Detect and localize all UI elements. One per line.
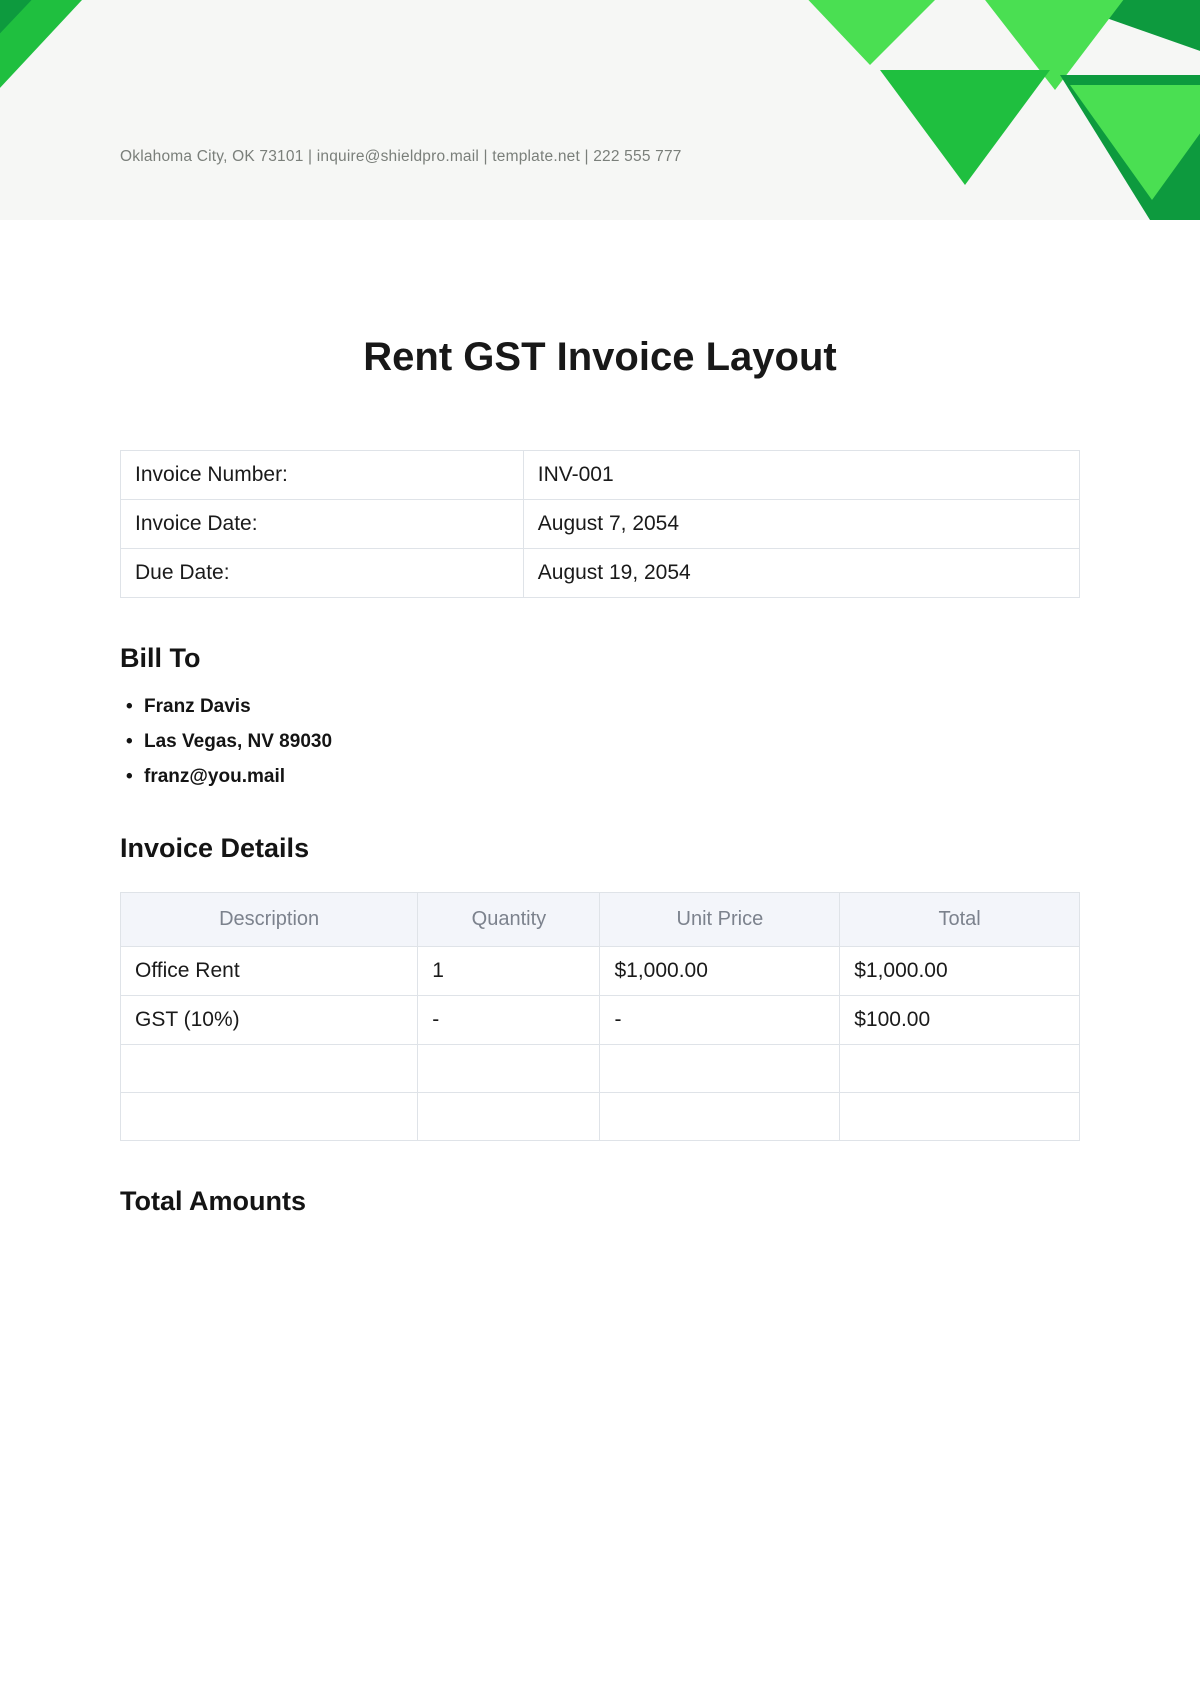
cell: - bbox=[600, 996, 840, 1045]
billto-list: Franz Davis Las Vegas, NV 89030 franz@yo… bbox=[120, 696, 1080, 788]
cell: $1,000.00 bbox=[840, 947, 1080, 996]
table-row: GST (10%) - - $100.00 bbox=[121, 996, 1080, 1045]
billto-heading: Bill To bbox=[120, 643, 1080, 674]
col-total: Total bbox=[840, 893, 1080, 947]
cell: 1 bbox=[418, 947, 600, 996]
details-heading: Invoice Details bbox=[120, 833, 1080, 864]
cell: $1,000.00 bbox=[600, 947, 840, 996]
cell: Office Rent bbox=[121, 947, 418, 996]
meta-value: INV-001 bbox=[523, 451, 1079, 500]
meta-value: August 19, 2054 bbox=[523, 549, 1079, 598]
cell bbox=[121, 1093, 418, 1141]
cell bbox=[418, 1045, 600, 1093]
col-unit-price: Unit Price bbox=[600, 893, 840, 947]
cell: GST (10%) bbox=[121, 996, 418, 1045]
table-row: Due Date: August 19, 2054 bbox=[121, 549, 1080, 598]
list-item: Las Vegas, NV 89030 bbox=[126, 731, 1080, 753]
cell bbox=[840, 1045, 1080, 1093]
table-row bbox=[121, 1045, 1080, 1093]
table-row: Invoice Number: INV-001 bbox=[121, 451, 1080, 500]
cell bbox=[600, 1093, 840, 1141]
list-item: franz@you.mail bbox=[126, 766, 1080, 788]
decorative-triangles-right bbox=[720, 0, 1200, 250]
meta-label: Invoice Date: bbox=[121, 500, 524, 549]
invoice-meta-table: Invoice Number: INV-001 Invoice Date: Au… bbox=[120, 450, 1080, 598]
cell bbox=[121, 1045, 418, 1093]
col-description: Description bbox=[121, 893, 418, 947]
table-header-row: Description Quantity Unit Price Total bbox=[121, 893, 1080, 947]
page-title: Rent GST Invoice Layout bbox=[120, 335, 1080, 380]
totals-heading: Total Amounts bbox=[120, 1186, 1080, 1217]
table-row: Invoice Date: August 7, 2054 bbox=[121, 500, 1080, 549]
cell bbox=[600, 1045, 840, 1093]
invoice-details-table: Description Quantity Unit Price Total Of… bbox=[120, 892, 1080, 1141]
page-content: Rent GST Invoice Layout Invoice Number: … bbox=[0, 335, 1200, 1217]
meta-label: Due Date: bbox=[121, 549, 524, 598]
meta-value: August 7, 2054 bbox=[523, 500, 1079, 549]
decorative-triangles-left bbox=[0, 0, 170, 170]
table-row: Office Rent 1 $1,000.00 $1,000.00 bbox=[121, 947, 1080, 996]
list-item: Franz Davis bbox=[126, 696, 1080, 718]
cell bbox=[418, 1093, 600, 1141]
cell: $100.00 bbox=[840, 996, 1080, 1045]
header-contact-line: Oklahoma City, OK 73101 | inquire@shield… bbox=[120, 148, 682, 166]
col-quantity: Quantity bbox=[418, 893, 600, 947]
header-band: Oklahoma City, OK 73101 | inquire@shield… bbox=[0, 0, 1200, 220]
table-row bbox=[121, 1093, 1080, 1141]
cell: - bbox=[418, 996, 600, 1045]
meta-label: Invoice Number: bbox=[121, 451, 524, 500]
cell bbox=[840, 1093, 1080, 1141]
